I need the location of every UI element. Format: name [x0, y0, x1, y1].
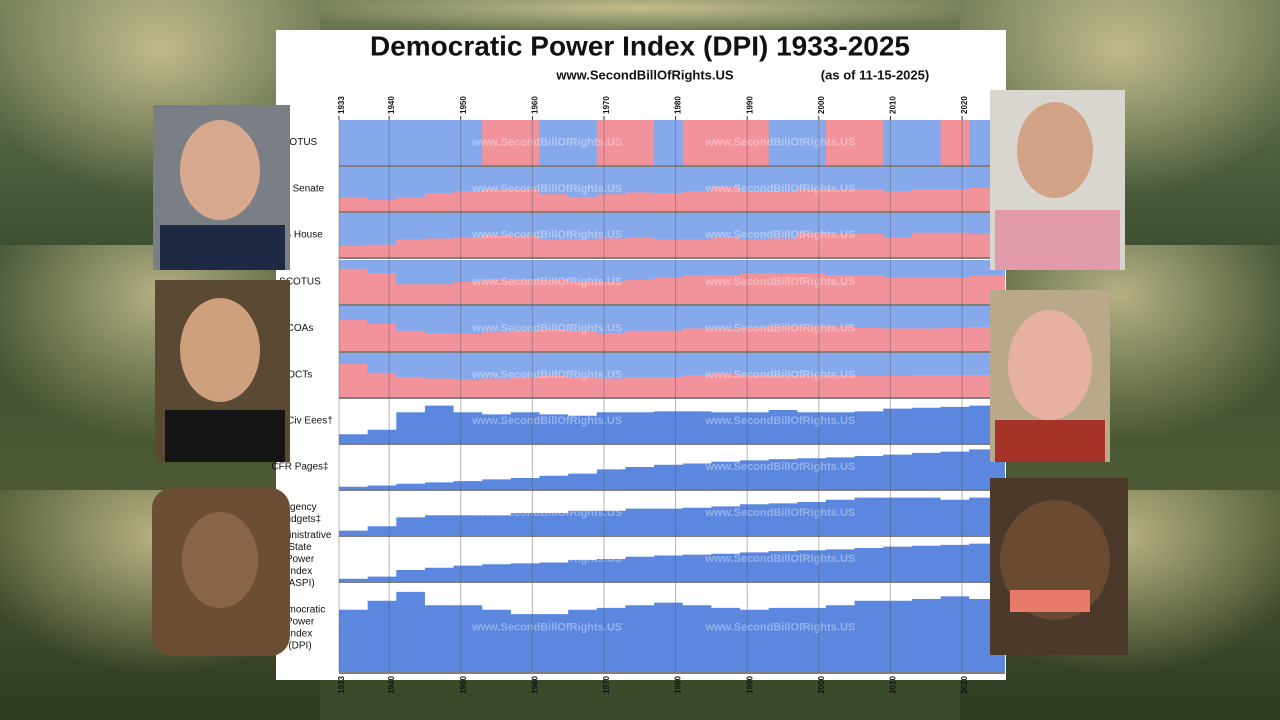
x-tick-label: 1960 [530, 96, 539, 114]
subtitle: www.SecondBillOfRights.US [555, 67, 734, 82]
x-tick-label: 2010 [889, 675, 898, 693]
row-label: CFR Pages‡ [271, 462, 328, 473]
x-tick-label: 2020 [960, 675, 969, 693]
area [339, 167, 1005, 200]
as-of-note: (as of 11-15-2025) [821, 67, 929, 82]
watermark: www.SecondBillOfRights.US [704, 507, 855, 519]
area [339, 404, 1005, 443]
watermark: www.SecondBillOfRights.US [704, 229, 855, 241]
portrait [990, 478, 1128, 655]
x-tick-label: 1980 [674, 96, 683, 114]
watermark: www.SecondBillOfRights.US [471, 229, 622, 241]
watermark: www.SecondBillOfRights.US [704, 369, 855, 381]
x-tick-label: 1960 [530, 675, 539, 693]
x-tick-label: 2010 [889, 96, 898, 114]
portrait [155, 280, 290, 462]
chart-title: Democratic Power Index (DPI) 1933-2025 [370, 30, 910, 61]
x-tick-label: 1990 [745, 96, 754, 114]
x-tick-label: 1990 [745, 675, 754, 693]
watermark: www.SecondBillOfRights.US [704, 136, 855, 148]
watermark: www.SecondBillOfRights.US [704, 553, 855, 565]
watermark: www.SecondBillOfRights.US [471, 369, 622, 381]
area [339, 353, 1005, 380]
watermark: www.SecondBillOfRights.US [704, 183, 855, 195]
plot: www.SecondBillOfRights.US www.SecondBillO… [267, 96, 1005, 694]
watermark: www.SecondBillOfRights.US [704, 621, 855, 633]
row-label: Democratic Power Index (DPI) [275, 604, 326, 651]
x-tick-label: 1950 [459, 675, 468, 693]
area [339, 541, 1005, 581]
watermark: www.SecondBillOfRights.US [471, 136, 622, 148]
watermark: www.SecondBillOfRights.US [704, 322, 855, 334]
watermark: www.SecondBillOfRights.US [471, 183, 622, 195]
area [339, 120, 1005, 165]
portrait [990, 290, 1110, 462]
x-tick-label: 1970 [602, 96, 611, 114]
watermark: www.SecondBillOfRights.US [471, 415, 622, 427]
row-label: Administrative State Power Index (ASPI) [269, 530, 332, 589]
watermark: www.SecondBillOfRights.US [471, 621, 622, 633]
row-label: Fed Civ Eees† [267, 416, 333, 427]
watermark: www.SecondBillOfRights.US [471, 276, 622, 288]
x-tick-label: 2020 [960, 96, 969, 114]
portrait [152, 488, 290, 656]
row-label: US House [277, 230, 323, 241]
area [339, 306, 1005, 334]
row-label: COAs [287, 323, 314, 334]
row-label: POTUS [283, 137, 318, 148]
x-tick-label: 1940 [387, 675, 396, 693]
x-tick-label: 1950 [459, 96, 468, 114]
x-tick-label: 1940 [387, 96, 396, 114]
portrait [153, 105, 290, 270]
row-label: DCTs [288, 370, 312, 381]
watermark: www.SecondBillOfRights.US [704, 276, 855, 288]
watermark: www.SecondBillOfRights.US [471, 322, 622, 334]
watermark: www.SecondBillOfRights.US [471, 507, 622, 519]
watermark: www.SecondBillOfRights.US [704, 461, 855, 473]
area [339, 591, 1005, 672]
x-tick-label: 1933 [337, 96, 346, 114]
watermark: www.SecondBillOfRights.US [471, 461, 622, 473]
x-tick-label: 1933 [337, 675, 346, 693]
x-tick-label: 2000 [817, 675, 826, 693]
x-tick-label: 1980 [674, 675, 683, 693]
row-label: SCOTUS [279, 277, 321, 288]
x-tick-label: 2000 [817, 96, 826, 114]
area [339, 213, 1005, 246]
portrait [990, 90, 1125, 270]
x-tick-label: 1970 [602, 675, 611, 693]
row-label: US Senate [276, 184, 325, 195]
portraits [152, 90, 1128, 656]
row-label: Agency Budgets‡ [279, 502, 321, 525]
area [339, 260, 1005, 285]
area [339, 447, 1005, 489]
watermark: www.SecondBillOfRights.US [471, 553, 622, 565]
watermark: www.SecondBillOfRights.US [704, 415, 855, 427]
area [339, 497, 1005, 535]
